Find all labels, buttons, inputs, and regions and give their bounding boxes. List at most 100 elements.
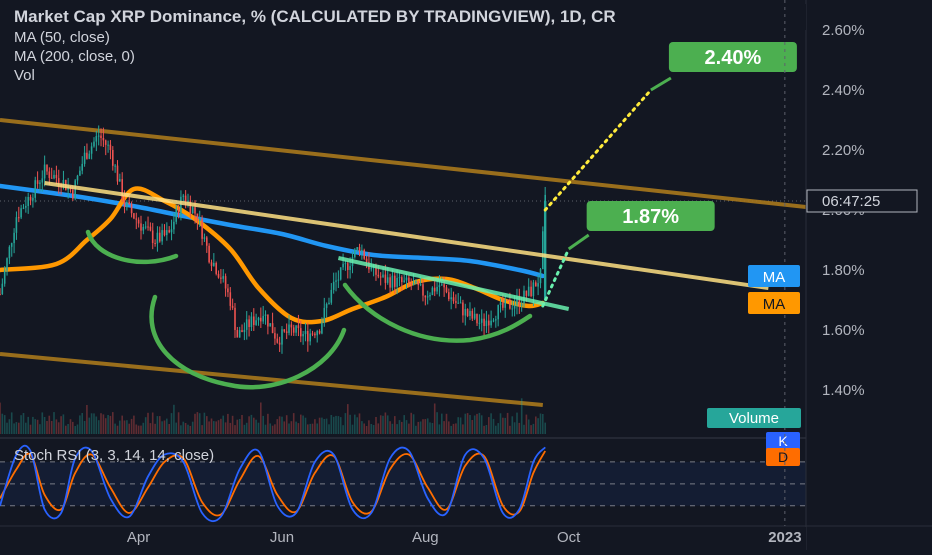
chart-title[interactable]: Market Cap XRP Dominance, % (CALCULATED … [14,7,616,26]
volume-bar [3,415,6,434]
indicator-vol-label[interactable]: Vol [14,67,35,84]
stoch-legend-k[interactable]: K [766,432,800,450]
candle-body [459,302,462,304]
volume-bar [295,421,297,434]
candle-body [253,316,255,325]
left-shoulder-curve[interactable] [85,229,179,265]
target-label[interactable]: 1.87% [586,201,715,231]
volume-bar [229,422,232,434]
candle-body [201,218,203,239]
volume-bar [403,415,405,434]
volume-bar [95,416,98,434]
candle-body [445,287,448,293]
candle-body [250,316,253,327]
volume-bar [457,417,459,434]
candle-body [10,243,13,247]
volume-bar [323,419,326,434]
volume-bar [217,420,220,434]
volume-bar [76,424,79,434]
current-price-tag[interactable]: 06:47:25 [806,189,918,213]
stoch-k-line[interactable] [0,444,546,523]
candle-body [182,195,185,197]
head-curve[interactable] [149,294,347,390]
volume-bar [300,414,302,434]
volume-bar [316,423,318,434]
volume-bar [267,413,269,434]
volume-bar [175,422,177,434]
candle-body [262,315,264,322]
candle-body [370,267,373,270]
volume-bar [330,415,333,434]
right-shoulder-curve[interactable] [342,282,533,343]
green-trend-line[interactable] [337,256,570,311]
volume-bar [497,423,499,434]
candle-body [90,146,93,154]
volume-bar [354,414,356,434]
candle-body [203,237,206,239]
indicator-ma200-label[interactable]: MA (200, close, 0) [14,48,135,65]
volume-bar [302,415,304,434]
volume-bar [144,417,147,434]
candle-body [349,266,351,270]
time-axis-labels: Apr Jun Aug Oct 2023 [127,0,802,546]
candle-body [170,229,173,233]
candle-body [543,201,547,300]
stoch-legend-d[interactable]: D [766,448,800,466]
ma50-price-tag[interactable]: MA [748,292,800,314]
volume-bar [349,414,351,434]
ma200-price-tag[interactable]: MA [748,265,800,287]
candle-body [264,314,267,316]
projection-path-second-leg[interactable] [543,88,653,212]
volume-legend[interactable]: Volume [707,408,801,428]
candle-body [323,307,326,323]
candle-body [532,282,535,297]
candle-body [269,323,271,327]
volume-bar [140,425,142,434]
channel-upper-line[interactable] [0,118,807,209]
candle-body [398,277,401,279]
volume-bar [288,423,290,434]
volume-bar [222,415,224,434]
candle-body [382,274,384,278]
volume-bar [46,421,48,434]
volume-bar [243,424,246,434]
projection-path-first-leg[interactable] [541,247,571,308]
price-tick-label: 1.60% [822,322,865,339]
ma200-line[interactable] [0,183,546,279]
candle-body [518,296,521,307]
volume-bar [492,418,495,434]
volume-bar [121,415,123,434]
stoch-d-line[interactable] [0,450,546,517]
candle-body [109,144,112,150]
candle-body [471,310,474,319]
volume-bar [511,416,514,434]
time-axis[interactable] [0,527,806,550]
channel-lower-line[interactable] [0,352,543,407]
indicator-ma50-label[interactable]: MA (50, close) [14,29,110,46]
price-axis[interactable] [807,0,932,526]
volume-bar [344,413,347,434]
volume-bar [405,420,408,434]
candle-body [83,152,86,164]
target-label[interactable]: 2.40% [668,42,797,72]
candle-body [283,329,286,332]
volume-bar [523,424,525,434]
candle-body [424,295,427,298]
candle-body [156,232,159,244]
volume-bar [499,413,502,434]
volume-bar [97,420,100,434]
volume-bar [22,413,25,434]
volume-bar [384,412,387,434]
volume-bar [25,422,27,434]
yellow-trend-line[interactable] [44,181,769,290]
volume-bar [13,423,15,434]
candle-body [455,301,457,303]
candle-body [6,258,8,271]
volume-bar [394,416,396,434]
candle-body [48,171,51,178]
volume-bar [53,412,55,434]
volume-legend-text: Volume [729,410,779,427]
volume-bar [396,424,398,434]
volume-bar [10,412,13,434]
candle-body [464,309,467,316]
